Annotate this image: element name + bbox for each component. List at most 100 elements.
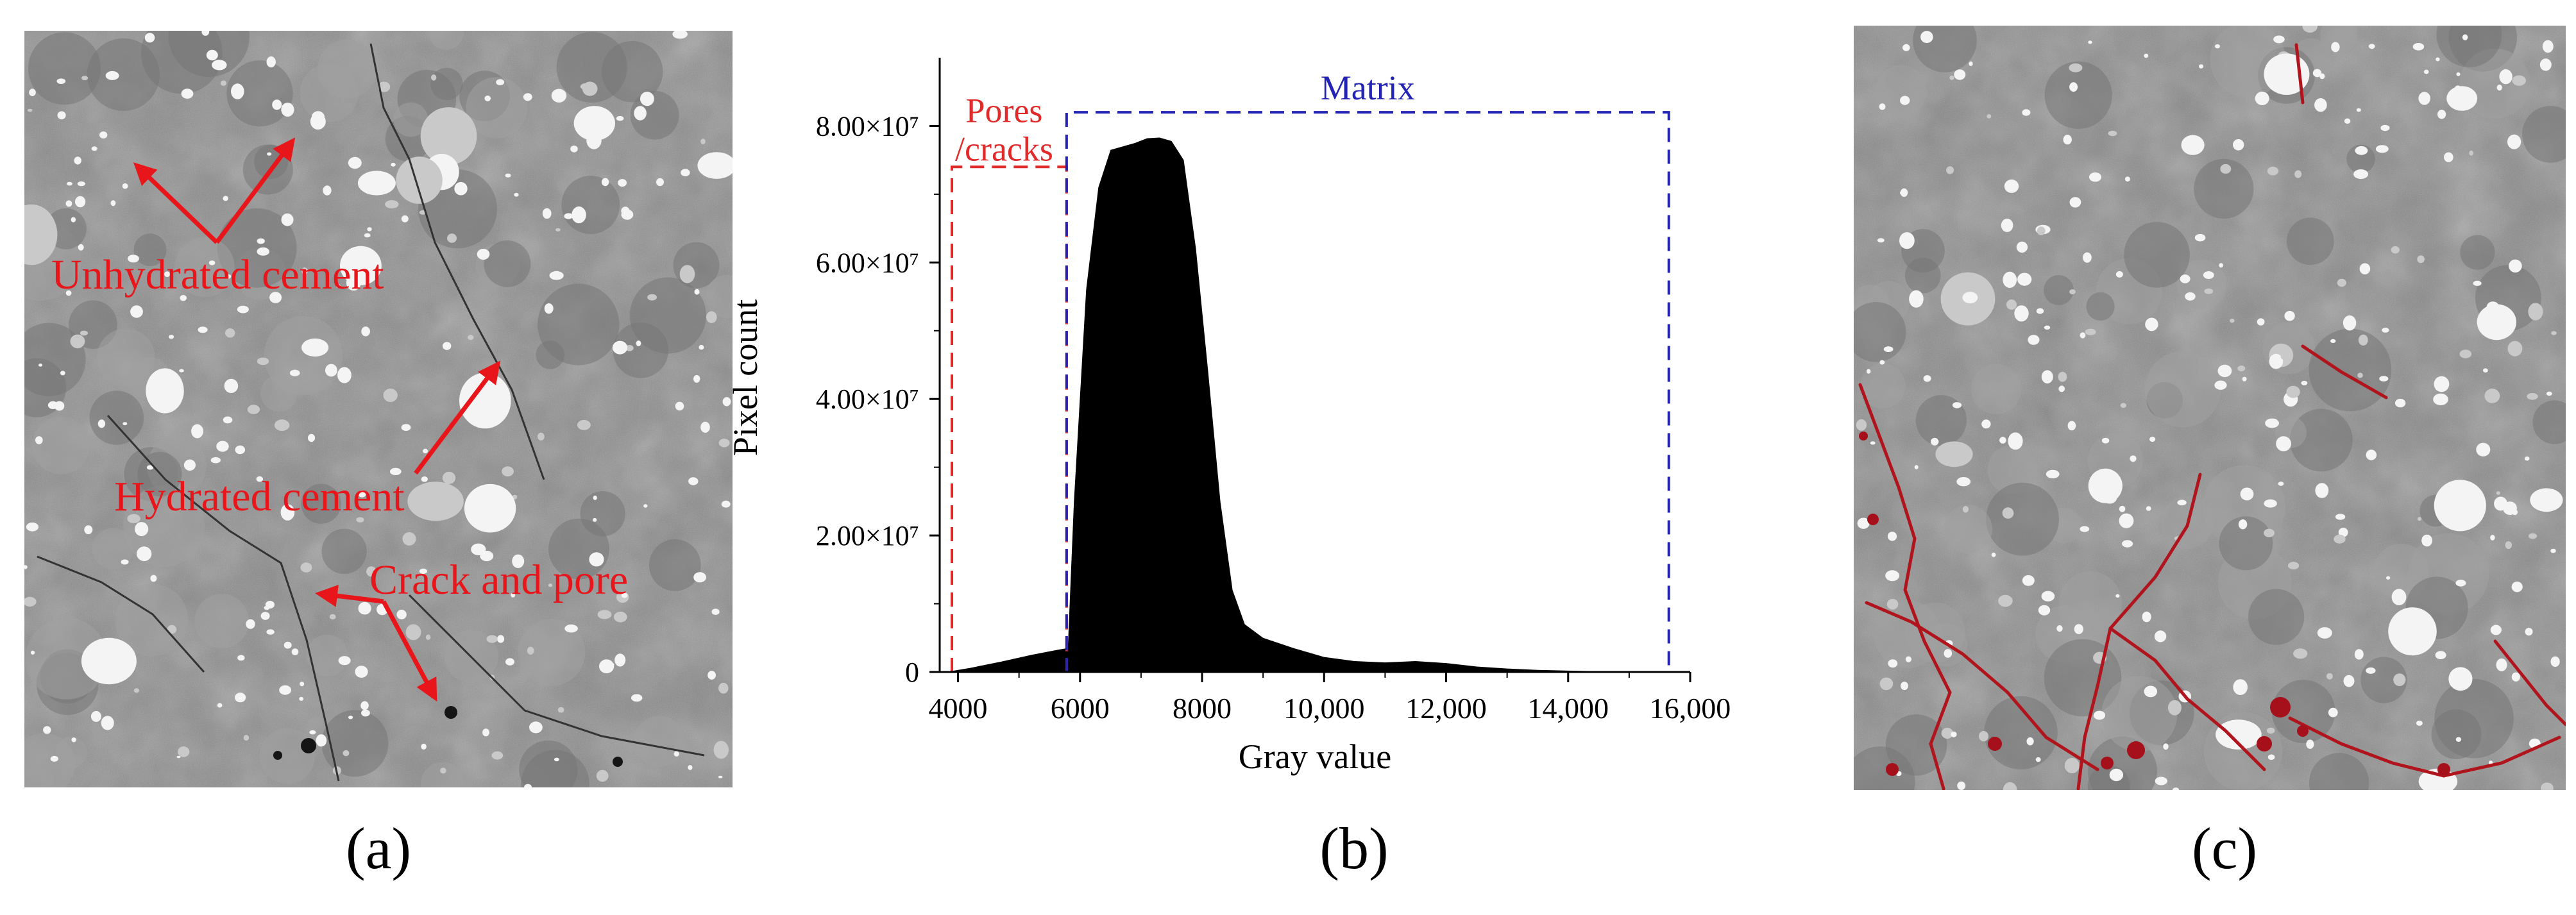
grain xyxy=(335,283,341,289)
grain xyxy=(99,131,108,139)
grain xyxy=(505,173,511,178)
grain xyxy=(225,328,235,338)
y-tick-label: 6.00×10⁷ xyxy=(816,247,919,278)
grain xyxy=(90,710,101,722)
label-unhydrated-cement: Unhydrated cement xyxy=(51,251,384,298)
grain xyxy=(401,215,409,222)
grain xyxy=(551,88,567,103)
grain xyxy=(2267,754,2275,760)
grain xyxy=(1951,731,1957,737)
grain xyxy=(2330,339,2336,343)
aggregate-particle xyxy=(92,528,134,569)
crack-lines xyxy=(37,43,705,782)
grain xyxy=(2379,376,2389,382)
aggregate-particle xyxy=(2058,571,2123,635)
grain xyxy=(2286,385,2300,398)
aggregate-particle xyxy=(2101,676,2178,752)
grain xyxy=(1901,682,1908,691)
grain xyxy=(486,635,498,643)
grain xyxy=(2203,271,2214,279)
grain xyxy=(616,115,624,121)
grain xyxy=(2503,501,2517,516)
grain xyxy=(338,656,351,666)
region-label-matrix: Matrix xyxy=(1321,69,1415,107)
y-tick-label: 2.00×10⁷ xyxy=(816,520,919,551)
grain xyxy=(2041,591,2055,601)
grain xyxy=(178,746,190,757)
grain xyxy=(50,755,58,762)
grain xyxy=(317,121,323,126)
aggregate-particle xyxy=(300,63,359,122)
grain xyxy=(2527,393,2538,400)
grain xyxy=(496,79,505,85)
grain xyxy=(223,416,233,424)
grain xyxy=(91,146,97,151)
grain xyxy=(2028,335,2040,345)
grain xyxy=(2041,370,2053,384)
grain xyxy=(2306,739,2314,749)
grain xyxy=(164,271,171,277)
grain xyxy=(2080,526,2090,532)
grain xyxy=(299,696,304,701)
grain xyxy=(2358,334,2368,346)
grain xyxy=(2199,64,2204,69)
grain xyxy=(2265,418,2279,428)
grain xyxy=(442,471,456,484)
grain xyxy=(718,775,723,778)
grain xyxy=(2266,727,2275,734)
aggregate-particle xyxy=(321,710,389,777)
grain xyxy=(2278,482,2284,486)
grain xyxy=(2375,145,2389,153)
aggregate-particle xyxy=(25,617,108,700)
ct-image-segmented xyxy=(1844,2,2576,817)
caption-a: (a) xyxy=(345,816,412,881)
grain xyxy=(2046,469,2060,479)
grain xyxy=(573,106,615,141)
grain xyxy=(484,96,491,101)
grain xyxy=(395,489,400,494)
grain xyxy=(309,730,316,735)
grain xyxy=(266,56,276,68)
aggregate-particle xyxy=(2248,589,2305,645)
grain xyxy=(2490,625,2502,635)
aggregate-particle xyxy=(2286,217,2334,265)
grain xyxy=(300,562,312,573)
grain xyxy=(419,568,428,575)
grain xyxy=(121,559,129,565)
grain xyxy=(2214,380,2227,390)
grain xyxy=(601,178,609,187)
aggregate-particle xyxy=(2532,400,2576,444)
grain xyxy=(420,107,477,165)
aggregate-particle xyxy=(2346,144,2375,174)
grain xyxy=(688,765,693,770)
grain xyxy=(2328,707,2338,718)
arrow-crack xyxy=(315,584,384,607)
grain xyxy=(358,490,366,498)
grain xyxy=(2004,179,2019,193)
grain xyxy=(77,181,85,187)
grain xyxy=(1991,552,1996,557)
grain xyxy=(699,344,704,350)
grain xyxy=(1944,649,1953,658)
grain xyxy=(2069,82,2078,92)
grain xyxy=(2382,328,2389,333)
grain xyxy=(2233,679,2248,695)
grain xyxy=(2476,442,2491,457)
grain xyxy=(2317,627,2332,639)
grain xyxy=(2155,776,2167,785)
grain xyxy=(697,152,736,179)
grain xyxy=(1879,103,1886,110)
grain xyxy=(2167,700,2182,716)
grain xyxy=(679,265,695,283)
grain xyxy=(176,755,181,759)
grain xyxy=(647,294,657,301)
grain xyxy=(2177,499,2187,506)
y-tick-label: 4.00×10⁷ xyxy=(816,383,919,415)
grain xyxy=(2058,371,2067,382)
aggregate-particle xyxy=(484,240,531,287)
grain xyxy=(123,422,128,426)
grain xyxy=(2293,648,2308,659)
grain xyxy=(2273,35,2285,44)
aggregate-particle xyxy=(2460,235,2495,270)
grain xyxy=(2124,176,2130,182)
